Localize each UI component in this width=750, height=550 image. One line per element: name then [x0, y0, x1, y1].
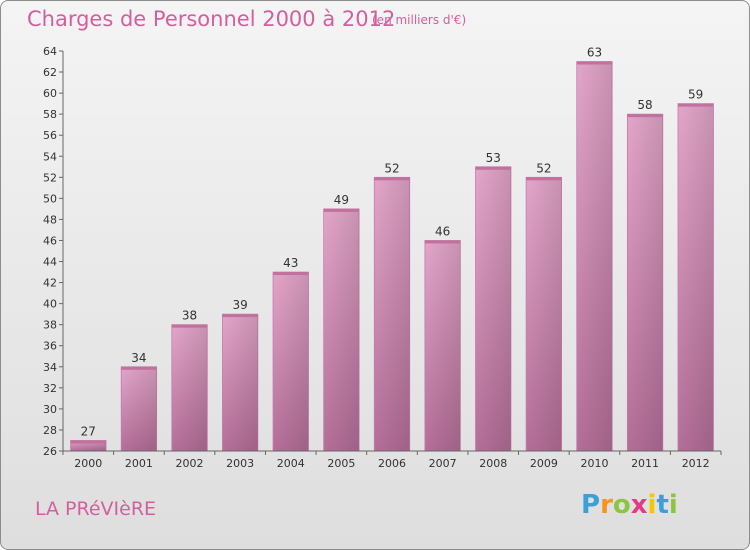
bar-top-edge	[576, 61, 613, 65]
bar-shade	[70, 440, 107, 451]
x-tick-label: 2001	[125, 457, 153, 470]
x-tick-label: 2008	[479, 457, 507, 470]
logo-letter: x	[630, 490, 648, 520]
y-tick-label: 48	[43, 213, 57, 226]
y-tick-label: 52	[43, 171, 57, 184]
data-label: 49	[334, 193, 349, 207]
bar-top-edge	[475, 166, 511, 170]
data-label: 34	[131, 351, 146, 365]
bar-shade	[374, 177, 410, 451]
y-tick-label: 46	[43, 234, 57, 247]
data-label: 43	[283, 256, 298, 270]
y-tick-label: 44	[43, 256, 57, 269]
bar-shade	[627, 114, 663, 451]
bar-top-edge	[70, 440, 107, 444]
x-tick-label: 2012	[682, 457, 710, 470]
bar-top-edge	[121, 366, 157, 370]
chart-subtitle: (en milliers d'€)	[372, 13, 467, 27]
data-label: 58	[637, 98, 652, 112]
proxiti-logo: Proxiti	[581, 490, 678, 520]
y-axis: 26 28 30 32 34 36 38 40 42 44 46 48 50 52 54 56 58 60 62 64	[43, 45, 64, 458]
data-label: 53	[486, 151, 501, 165]
x-tick-label: 2002	[176, 457, 204, 470]
x-tick-label: 2005	[327, 457, 355, 470]
bar-shade	[222, 314, 258, 451]
x-tick-label: 2006	[378, 457, 406, 470]
data-label: 59	[688, 88, 703, 102]
bar-shade	[323, 208, 360, 451]
y-tick-label: 38	[43, 319, 57, 332]
logo-letter: i	[647, 490, 657, 520]
y-tick-label: 64	[43, 45, 57, 58]
logo-letter: P	[581, 490, 601, 520]
logo-letter: r	[600, 490, 613, 520]
x-tick-label: 2000	[74, 457, 102, 470]
bar-shade	[121, 366, 157, 451]
x-tick-label: 2004	[277, 457, 305, 470]
x-tick-label: 2010	[580, 457, 608, 470]
data-label: 52	[384, 161, 399, 175]
y-tick-label: 30	[43, 403, 57, 416]
bar-top-edge	[424, 240, 461, 244]
y-tick-label: 42	[43, 277, 57, 290]
logo-letter: t	[656, 490, 669, 520]
data-label: 38	[182, 309, 197, 323]
y-tick-label: 54	[43, 150, 57, 163]
y-tick-label: 40	[43, 298, 57, 311]
y-tick-label: 34	[43, 361, 57, 374]
bar-top-edge	[677, 103, 714, 107]
x-tick-label: 2007	[429, 457, 457, 470]
y-tick-label: 26	[43, 445, 57, 458]
bar-top-edge	[526, 177, 562, 181]
city-name: LA PRéVIèRE	[35, 498, 157, 520]
y-tick-label: 60	[43, 87, 57, 100]
bar-top-edge	[222, 314, 258, 318]
bar-top-edge	[273, 272, 309, 276]
y-tick-label: 28	[43, 424, 57, 437]
logo-letter: i	[668, 490, 678, 520]
bar-shade	[526, 177, 562, 451]
logo-letter: o	[612, 490, 631, 520]
bar-shade	[677, 103, 714, 451]
bars: 27 34 38 39 43 49 52 46 53 52 63 58 59	[70, 46, 714, 452]
y-tick-label: 58	[43, 108, 57, 121]
data-label: 46	[435, 224, 450, 238]
y-tick-label: 56	[43, 129, 57, 142]
bar-top-edge	[323, 208, 360, 212]
x-axis: 2000 2001 2002 2003 2004 2005 2006 2007 2008 2009…	[62, 450, 722, 470]
data-label: 39	[233, 298, 248, 312]
bar-shade	[576, 61, 613, 452]
bar-shade	[475, 166, 511, 451]
chart-title: Charges de Personnel 2000 à 2012	[27, 7, 396, 31]
data-label: 52	[536, 161, 551, 175]
x-tick-label: 2009	[530, 457, 558, 470]
x-tick-label: 2003	[226, 457, 254, 470]
data-label: 63	[587, 46, 602, 60]
bar-top-edge	[171, 324, 208, 328]
bar-shade	[273, 272, 309, 451]
data-label: 27	[81, 424, 96, 438]
bar-top-edge	[627, 114, 663, 118]
bar-shade	[424, 240, 461, 451]
y-tick-label: 36	[43, 340, 57, 353]
bar-shade	[171, 324, 208, 451]
bar-top-edge	[374, 177, 410, 181]
x-tick-label: 2011	[631, 457, 659, 470]
y-tick-label: 62	[43, 66, 57, 79]
y-tick-label: 50	[43, 192, 57, 205]
y-tick-label: 32	[43, 382, 57, 395]
